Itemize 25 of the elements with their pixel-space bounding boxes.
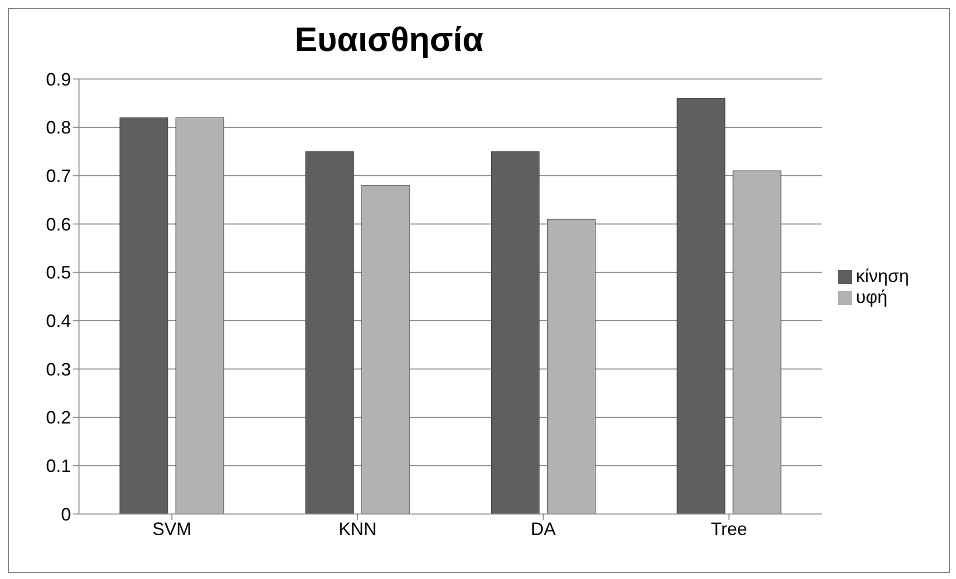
y-tick-label: 0.6 [46, 214, 71, 234]
bar [547, 218, 596, 514]
y-tick-label: 0.2 [46, 408, 71, 428]
x-tick-label: SVM [152, 518, 192, 539]
bar [676, 98, 726, 514]
x-tick-label: Tree [710, 518, 748, 539]
legend-label: υφή [856, 286, 888, 306]
bar [176, 117, 224, 514]
bar [361, 185, 410, 514]
y-tick-label: 0.4 [46, 311, 71, 332]
bar [732, 170, 782, 514]
x-tick-label: DA [530, 518, 556, 539]
bar [120, 117, 168, 514]
y-tick-label: 0.7 [46, 166, 71, 186]
bar [305, 151, 354, 514]
chart-title: Ευαισθησία [294, 21, 484, 60]
bar [491, 151, 540, 514]
y-tick-label: 0 [60, 504, 71, 524]
y-tick-label: 0.5 [46, 262, 71, 283]
y-tick-label: 0.3 [46, 359, 71, 380]
y-tick-label: 0.8 [46, 118, 71, 138]
y-tick-label: 0.9 [46, 69, 71, 90]
y-tick-label: 0.1 [46, 456, 71, 476]
legend-label: κίνηση [856, 266, 909, 286]
x-tick-label: KNN [338, 518, 377, 539]
